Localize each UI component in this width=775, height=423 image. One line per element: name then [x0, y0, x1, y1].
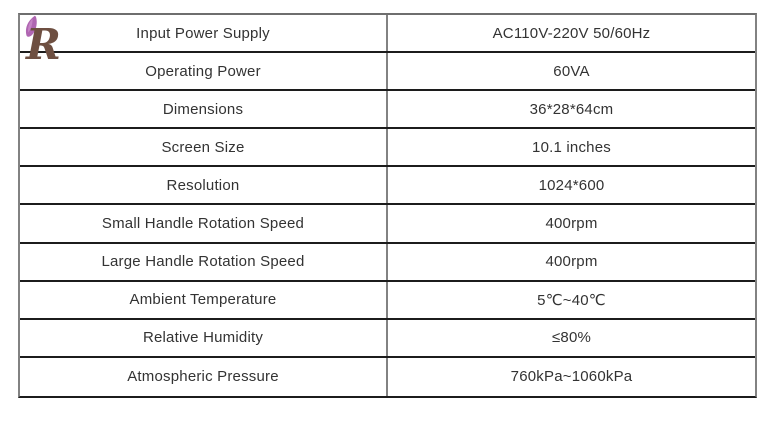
spec-value: ≤80% — [551, 329, 592, 347]
spec-label: Atmospheric Pressure — [20, 357, 388, 396]
table-row: Small Handle Rotation Speed 400rpm — [20, 205, 755, 244]
spec-label: Small Handle Rotation Speed — [20, 205, 388, 242]
table-row: Input Power Supply AC110V-220V 50/60Hz — [20, 15, 755, 54]
spec-label: Ambient Temperature — [20, 281, 388, 318]
spec-label: Large Handle Rotation Speed — [20, 243, 388, 280]
table-row: Atmospheric Pressure 760kPa~1060kPa — [20, 357, 755, 396]
table-row: Relative Humidity ≤80% — [20, 319, 755, 358]
spec-value: 1024*600 — [538, 176, 605, 194]
spec-value: 5℃~40℃ — [537, 291, 606, 309]
spec-value: 10.1 inches — [532, 138, 611, 156]
table-row: Resolution 1024*600 — [20, 167, 755, 206]
spec-value: 60VA — [553, 62, 590, 80]
spec-table: Input Power Supply AC110V-220V 50/60Hz O… — [18, 13, 757, 398]
spec-value: 760kPa~1060kPa — [510, 368, 633, 386]
spec-value: AC110V-220V 50/60Hz — [492, 24, 651, 42]
spec-label: Resolution — [20, 167, 388, 204]
table-row: Ambient Temperature 5℃~40℃ — [20, 281, 755, 320]
spec-value: 36*28*64cm — [529, 100, 614, 118]
spec-label: Operating Power — [20, 53, 388, 90]
table-row: Screen Size 10.1 inches — [20, 129, 755, 168]
table-row: Dimensions 36*28*64cm — [20, 91, 755, 130]
table-row: Operating Power 60VA — [20, 53, 755, 92]
spec-label: Relative Humidity — [20, 319, 388, 356]
spec-label: Input Power Supply — [20, 15, 388, 52]
table-row: Large Handle Rotation Speed 400rpm — [20, 243, 755, 282]
spec-label: Screen Size — [20, 129, 388, 166]
spec-label: Dimensions — [20, 91, 388, 128]
spec-value: 400rpm — [545, 215, 598, 233]
spec-value: 400rpm — [545, 253, 598, 271]
